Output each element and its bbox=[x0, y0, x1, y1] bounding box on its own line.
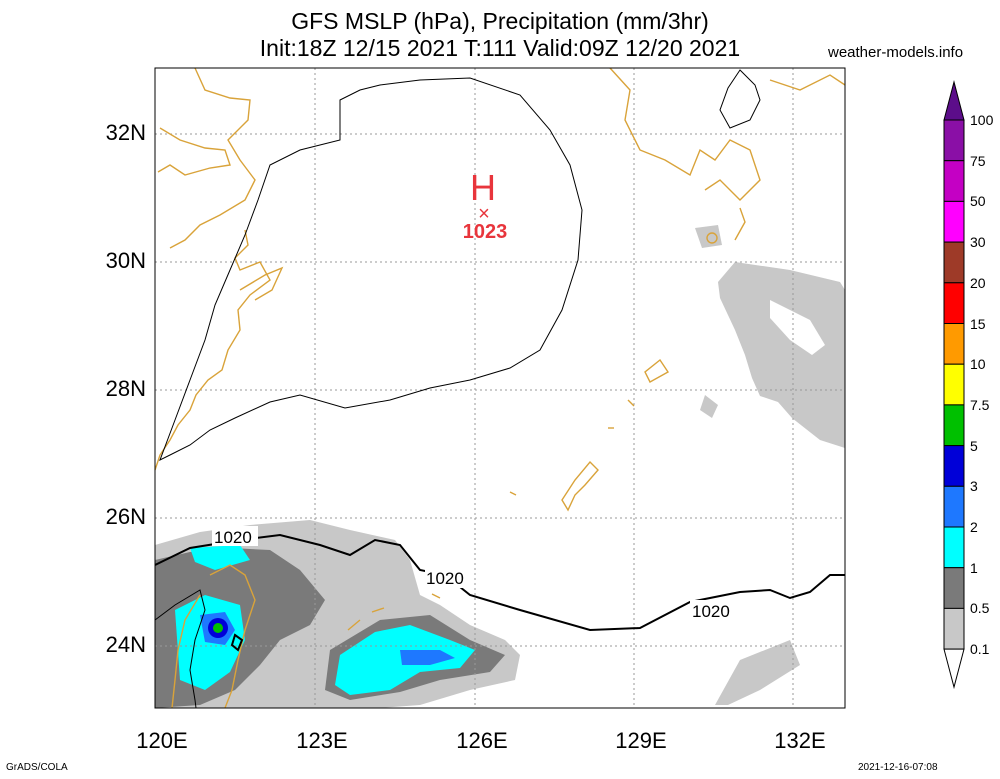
colorbar-label: 7.5 bbox=[970, 396, 990, 413]
precip-south-cyan bbox=[190, 545, 250, 570]
lat-label-30n: 30N bbox=[105, 248, 146, 273]
isobar-label: 1020 bbox=[214, 528, 252, 547]
coast-china-bay bbox=[157, 127, 231, 176]
isobar-taiwan-1 bbox=[154, 589, 206, 709]
coast-japan-islands bbox=[609, 67, 761, 201]
lat-label-26n: 26N bbox=[105, 504, 146, 529]
coast-small-2 bbox=[627, 399, 635, 407]
colorbar-label: 2 bbox=[970, 519, 978, 535]
colorbar-swatch bbox=[943, 160, 965, 202]
isobar-label: 1020 bbox=[692, 602, 730, 621]
grid-lines bbox=[155, 68, 845, 708]
lon-label-132e: 132E bbox=[774, 728, 826, 753]
colorbar-swatch bbox=[943, 607, 965, 650]
lat-label-32n: 32N bbox=[105, 120, 146, 145]
coastlines bbox=[154, 67, 846, 709]
lon-label-120e: 120E bbox=[136, 728, 188, 753]
lat-label-24n: 24N bbox=[105, 632, 146, 657]
isobar-1023-closed bbox=[159, 77, 583, 462]
lon-label-123e: 123E bbox=[296, 728, 348, 753]
colorbar-swatch bbox=[943, 445, 965, 487]
coast-hangzhou bbox=[239, 266, 284, 301]
footer-software: GrADS/COLA bbox=[6, 762, 68, 773]
coast-kyushu-east bbox=[769, 74, 846, 91]
colorbar-label: 1 bbox=[970, 559, 978, 576]
isobars bbox=[154, 69, 845, 709]
coast-ryukyu-1 bbox=[734, 207, 746, 241]
coast-okinawa bbox=[561, 460, 599, 512]
source-site: weather-models.info bbox=[828, 44, 964, 61]
chart-subtitle: Init:18Z 12/15 2021 T:111 Valid:09Z 12/2… bbox=[259, 35, 741, 61]
precip-south-blue-2 bbox=[400, 650, 455, 665]
colorbar-swatch bbox=[943, 323, 965, 365]
coast-china-north bbox=[169, 67, 256, 249]
colorbar-bottom-arrow bbox=[943, 648, 965, 690]
precip-east-hole bbox=[770, 300, 825, 355]
colorbar-label: 20 bbox=[970, 274, 986, 291]
isobar-1020-south bbox=[154, 533, 845, 632]
coast-taiwan bbox=[171, 564, 256, 709]
isobar-ne bbox=[719, 69, 761, 129]
colorbar-swatch bbox=[943, 241, 965, 284]
colorbar-swatch bbox=[943, 485, 965, 528]
precip-east-area bbox=[718, 262, 845, 448]
coast-small-3 bbox=[509, 491, 517, 496]
coast-ryukyu-2 bbox=[706, 232, 718, 244]
precip-ne-small bbox=[695, 225, 722, 248]
colorbar-label: 50 bbox=[970, 193, 986, 210]
colorbar bbox=[943, 80, 965, 690]
colorbar-label: 10 bbox=[970, 356, 986, 373]
colorbar-top-arrow bbox=[943, 80, 965, 121]
colorbar-label: 5 bbox=[970, 437, 978, 454]
lon-label-126e: 126E bbox=[456, 728, 508, 753]
coast-ryukyu-3 bbox=[644, 358, 670, 383]
colorbar-swatch bbox=[943, 119, 965, 162]
coast-china-south bbox=[154, 229, 271, 471]
high-pressure: H × 1023 bbox=[463, 167, 508, 243]
colorbar-label: 0.1 bbox=[970, 641, 990, 658]
precip-shading bbox=[155, 225, 845, 708]
coast-yaeyama bbox=[347, 593, 441, 631]
colorbar-swatch bbox=[943, 282, 965, 324]
colorbar-label: 15 bbox=[970, 315, 986, 332]
precip-southeast-light bbox=[715, 640, 800, 705]
lon-label-129e: 129E bbox=[615, 728, 667, 753]
colorbar-label: 30 bbox=[970, 234, 986, 251]
colorbar-label: 3 bbox=[970, 478, 978, 495]
colorbar-swatch bbox=[943, 404, 965, 447]
colorbar-swatch bbox=[943, 567, 965, 609]
footer-timestamp: 2021-12-16-07:08 bbox=[858, 762, 938, 773]
high-marker: × bbox=[478, 203, 490, 225]
colorbar-swatch bbox=[943, 200, 965, 243]
isobar-label: 1020 bbox=[426, 569, 464, 588]
high-pressure-value: 1023 bbox=[463, 221, 508, 243]
isobar-taiwan-2 bbox=[230, 633, 244, 652]
colorbar-swatch bbox=[943, 526, 965, 569]
colorbar-label: 100 bbox=[970, 112, 994, 128]
colorbar-label: 75 bbox=[970, 152, 986, 169]
map-frame bbox=[154, 67, 846, 709]
high-symbol: H bbox=[470, 167, 496, 208]
isobar-labels: 1020 1020 1020 bbox=[212, 526, 738, 621]
colorbar-label: 0.5 bbox=[970, 600, 990, 617]
lat-label-28n: 28N bbox=[105, 376, 146, 401]
precip-south-green bbox=[213, 623, 223, 633]
colorbar-swatch bbox=[943, 363, 965, 406]
chart-title: GFS MSLP (hPa), Precipitation (mm/3hr) bbox=[291, 8, 709, 34]
precip-east-small bbox=[700, 395, 718, 418]
